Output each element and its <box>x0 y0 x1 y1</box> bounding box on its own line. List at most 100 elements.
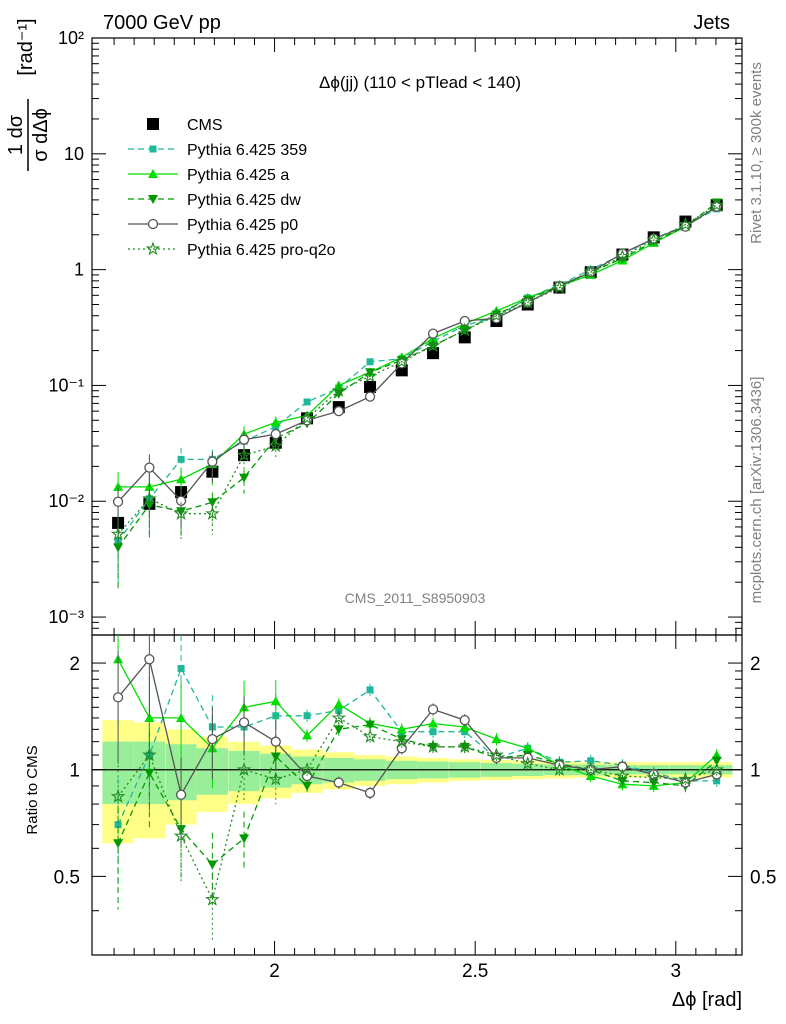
ratio-y-tick-label: 0.5 <box>54 867 80 888</box>
ratio-series-4 <box>110 710 724 940</box>
ratio-data-point <box>142 747 157 762</box>
ratio-data-point <box>587 757 595 765</box>
data-point <box>238 434 250 445</box>
ratio-y-tick-label-right: 2 <box>750 654 761 675</box>
data-point <box>552 279 567 294</box>
ratio-data-point <box>394 734 410 748</box>
legend-marker <box>147 218 159 230</box>
ratio-data-point <box>396 724 407 734</box>
ratio-data-point <box>648 769 659 780</box>
ratio-data-point <box>113 839 124 849</box>
data-point <box>425 338 441 352</box>
data-point <box>205 505 220 520</box>
energy-label: 7000 GeV pp <box>103 12 221 34</box>
ratio-data-point <box>552 761 567 777</box>
data-point <box>583 264 599 279</box>
ratio-data-point <box>459 721 470 731</box>
data-point <box>207 456 218 467</box>
ylabel-numerator: 1 dσ <box>5 114 27 155</box>
ratio-data-point <box>268 771 284 786</box>
data-point <box>362 368 378 383</box>
ratio-data-point <box>366 686 374 694</box>
ratio-data-point <box>110 788 126 803</box>
y-tick-label: 10⁻² <box>48 491 84 511</box>
series-line <box>117 201 718 548</box>
ratio-data-point <box>646 769 661 784</box>
ratio-data-point <box>429 728 437 736</box>
data-point <box>176 474 187 484</box>
ratio-data-point <box>427 704 439 715</box>
data-point <box>173 505 189 520</box>
source-label: mcplots.cern.ch [arXiv:1306.3436] <box>748 377 765 604</box>
legend: CMS Pythia 6.425 359 Pythia 6.425 a Pythia … <box>128 117 336 259</box>
ratio-data-point <box>678 771 693 786</box>
data-point <box>207 498 218 508</box>
legend-entry: CMS <box>147 117 223 134</box>
data-point <box>333 405 344 417</box>
ratio-data-point <box>175 789 187 800</box>
ratio-data-point <box>459 715 470 726</box>
legend-marker <box>147 118 159 130</box>
y-tick-label: 10⁻³ <box>48 607 84 627</box>
ratio-data-point <box>236 761 252 776</box>
y-tick-label: 10 <box>64 144 84 164</box>
data-point <box>520 294 535 309</box>
data-point <box>364 380 377 393</box>
ratio-data-point <box>428 718 439 728</box>
legend-label: Pythia 6.425 p0 <box>187 217 298 234</box>
data-point <box>364 391 376 402</box>
data-point <box>177 455 185 463</box>
ratio-data-point <box>333 777 344 788</box>
data-point <box>615 248 630 263</box>
ratio-data-point <box>331 710 347 725</box>
x-tick-label: 2 <box>269 961 280 982</box>
ratio-data-point <box>302 781 313 791</box>
legend-marker <box>149 145 157 153</box>
data-point <box>113 543 124 553</box>
ratio-data-point <box>239 834 250 844</box>
ratio-data-point <box>489 747 504 762</box>
ratio-y-tick-label: 1 <box>69 761 80 782</box>
ratio-y-tick-label-right: 1 <box>750 761 761 782</box>
data-point <box>144 462 155 473</box>
y-tick-label: 1 <box>74 260 84 280</box>
data-point <box>646 232 661 247</box>
data-point <box>331 383 347 398</box>
data-point <box>142 491 157 505</box>
data-point <box>236 447 252 462</box>
data-point <box>113 481 124 491</box>
ratio-data-point <box>176 712 187 722</box>
x-tick-label: 2.5 <box>462 961 488 982</box>
ratio-data-point <box>362 728 378 743</box>
legend-marker <box>148 169 158 178</box>
data-point <box>239 473 250 483</box>
ratio-data-point <box>207 733 218 745</box>
data-point <box>365 368 376 378</box>
ratio-data-point <box>711 756 722 766</box>
ratio-data-point <box>713 777 721 785</box>
legend-label: Pythia 6.425 a <box>187 167 289 184</box>
ratio-ylabel: Ratio to CMS <box>24 745 41 834</box>
ratio-data-point <box>396 735 407 745</box>
legend-entry: Pythia 6.425 p0 <box>128 217 298 234</box>
ratio-y-tick-label-right: 0.5 <box>750 867 776 888</box>
ratio-data-point <box>583 761 598 777</box>
ratio-data-point <box>270 736 281 747</box>
ratio-data-point <box>144 712 155 722</box>
ratio-data-point <box>270 696 281 706</box>
ratio-data-point <box>177 665 185 673</box>
ratio-data-point <box>333 699 344 709</box>
data-point <box>270 428 281 440</box>
series-1 <box>114 205 721 583</box>
series-5 <box>110 197 725 576</box>
data-point <box>678 216 693 231</box>
data-point <box>268 438 284 453</box>
ratio-data-point <box>112 692 124 703</box>
legend-entry: Pythia 6.425 pro-q2o <box>128 241 336 259</box>
x-axis-label: Δϕ [rad] <box>672 989 742 1011</box>
plot-title: Δϕ(jj) (110 < pTlead < 140) <box>319 73 521 92</box>
ratio-data-point <box>615 768 630 783</box>
ratio-data-point <box>333 725 344 735</box>
ratio-data-point <box>457 739 473 754</box>
